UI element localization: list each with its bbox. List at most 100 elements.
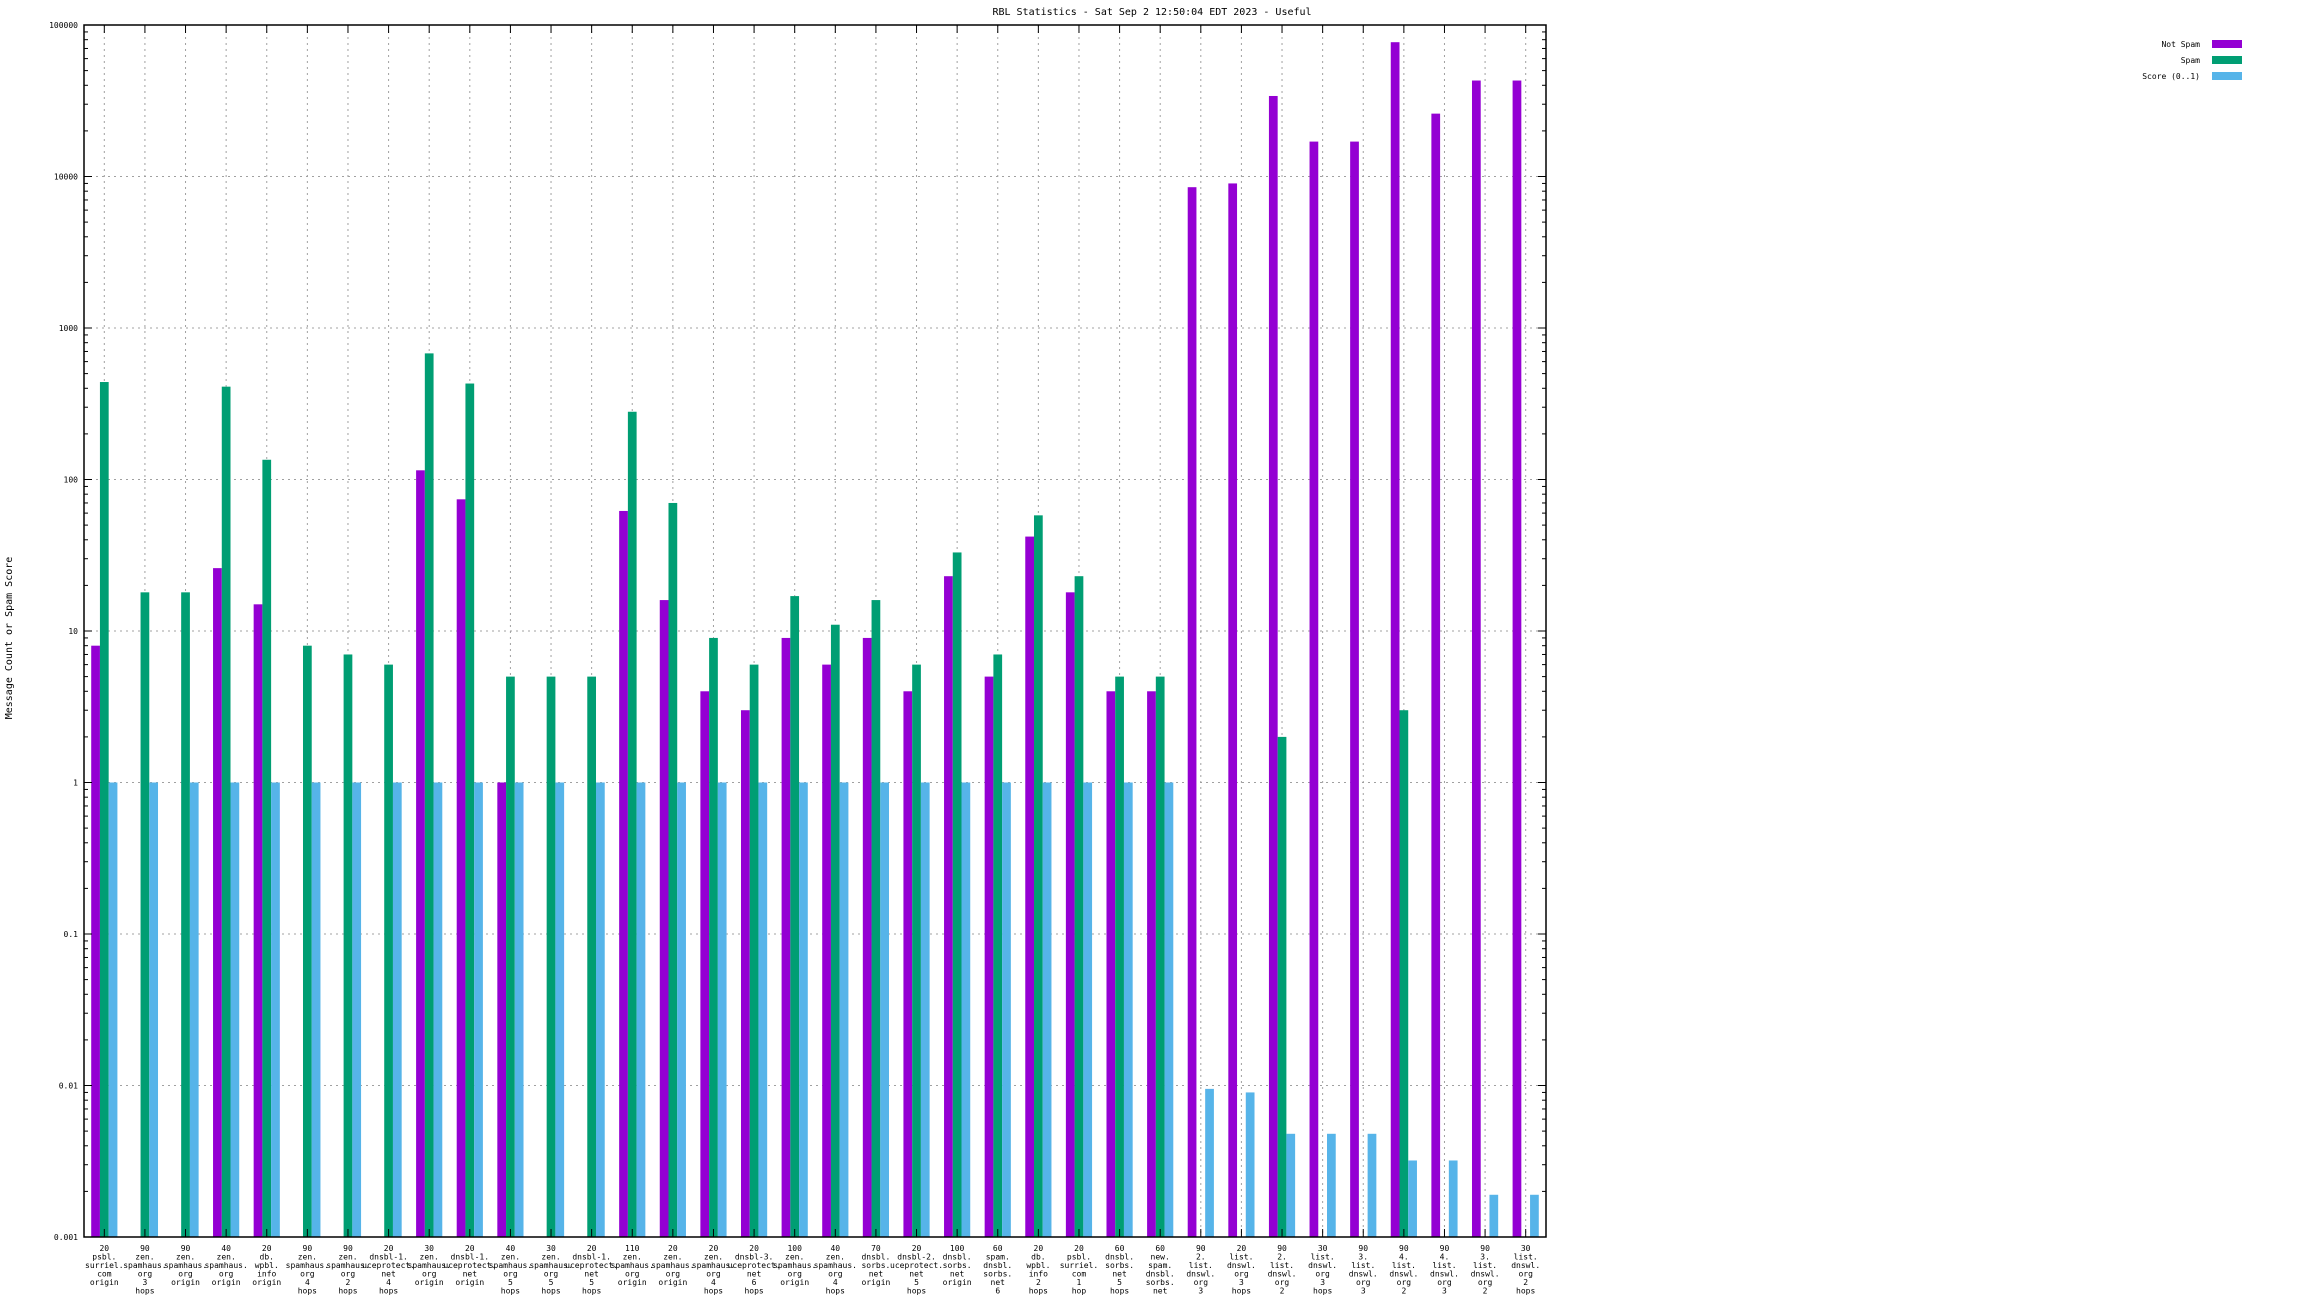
legend-label: Spam xyxy=(2181,56,2200,65)
y-axis-ticks: 0.001 0.01 0.1 1 10 100 1000 10000 100000 xyxy=(49,21,1546,1242)
bar-score-0-1 xyxy=(474,782,483,1237)
x-tick-label: 20 dnsbl-2. uceprotect. net 5 hops xyxy=(890,1244,943,1296)
bar-score-0-1 xyxy=(108,782,118,1237)
y-tick-label: 0.1 xyxy=(64,930,79,939)
x-tick-label: 90 zen. spamhaus. org 4 hops xyxy=(286,1244,329,1296)
bar-score-0-1 xyxy=(352,782,362,1237)
bar-not-spam xyxy=(1187,187,1197,1238)
x-tick-label: 20 psbl. surriel. com origin xyxy=(85,1244,124,1287)
y-axis-label: Message Count or Spam Score xyxy=(4,557,15,720)
bar-spam xyxy=(790,596,800,1237)
x-tick-label: 90 zen. spamhaus. org 3 hops xyxy=(123,1244,166,1296)
x-tick-label: 20 zen. spamhaus. org 4 hops xyxy=(692,1244,735,1296)
bar-score-0-1 xyxy=(555,782,565,1237)
x-tick-label: 100 zen. spamhaus. org origin xyxy=(773,1244,816,1287)
x-tick-label: 20 db. wpbl. info origin xyxy=(252,1244,281,1287)
bar-spam xyxy=(424,353,434,1238)
bar-score-0-1 xyxy=(1489,1194,1499,1237)
bar-spam xyxy=(912,664,921,1237)
bar-score-0-1 xyxy=(758,782,768,1237)
bar-not-spam xyxy=(700,691,710,1237)
bar-spam xyxy=(952,552,962,1237)
bar-score-0-1 xyxy=(1245,1092,1255,1237)
bar-spam xyxy=(343,654,353,1237)
bar-not-spam xyxy=(944,576,953,1237)
x-tick-label: 20 zen. spamhaus. org origin xyxy=(651,1244,694,1287)
bar-score-0-1 xyxy=(1205,1088,1214,1237)
bar-not-spam xyxy=(659,600,669,1237)
bar-not-spam xyxy=(781,637,791,1237)
legend-swatch xyxy=(2212,40,2242,48)
bar-not-spam xyxy=(1431,113,1441,1237)
y-tick-label: 1 xyxy=(73,779,78,788)
bar-not-spam xyxy=(740,710,750,1237)
bar-spam xyxy=(830,624,840,1237)
y-tick-label: 0.01 xyxy=(59,1082,78,1091)
x-tick-label: 90 zen. spamhaus. org origin xyxy=(164,1244,207,1287)
bar-score-0-1 xyxy=(271,782,280,1237)
legend-swatch xyxy=(2212,72,2242,80)
bar-not-spam xyxy=(619,510,628,1238)
bar-not-spam xyxy=(497,782,507,1237)
bar-score-0-1 xyxy=(514,782,524,1237)
legend-swatch xyxy=(2212,56,2242,64)
bar-spam xyxy=(465,383,475,1237)
bar-score-0-1 xyxy=(920,782,930,1237)
x-tick-label: 40 zen. spamhaus. org 5 hops xyxy=(489,1244,532,1296)
bar-not-spam xyxy=(1390,42,1400,1237)
bar-spam xyxy=(709,637,718,1237)
bar-spam xyxy=(1155,676,1165,1237)
x-tick-label: 20 dnsbl-3. uceprotect. net 6 hops xyxy=(728,1244,781,1296)
y-tick-label: 0.001 xyxy=(54,1233,78,1242)
bar-score-0-1 xyxy=(1327,1133,1336,1237)
x-tick-label: 100 dnsbl. sorbs. net origin xyxy=(943,1244,972,1287)
bar-score-0-1 xyxy=(1083,782,1093,1237)
bar-score-0-1 xyxy=(839,782,849,1237)
bar-score-0-1 xyxy=(880,782,890,1237)
x-tick-label: 60 dnsbl. sorbs. net 5 hops xyxy=(1105,1244,1134,1296)
bar-score-0-1 xyxy=(230,782,240,1237)
bar-score-0-1 xyxy=(636,782,646,1237)
x-tick-label: 70 dnsbl. sorbs. net origin xyxy=(861,1244,890,1287)
bar-spam xyxy=(1033,515,1043,1237)
bar-not-spam xyxy=(1268,95,1278,1237)
bar-score-0-1 xyxy=(1042,782,1052,1237)
bar-not-spam xyxy=(1106,691,1116,1237)
bar-score-0-1 xyxy=(189,782,199,1237)
bar-score-0-1 xyxy=(392,782,402,1237)
bar-spam xyxy=(181,592,190,1237)
bar-spam xyxy=(668,502,678,1237)
bar-not-spam xyxy=(416,470,425,1237)
bar-score-0-1 xyxy=(1286,1133,1296,1237)
bar-not-spam xyxy=(1512,80,1522,1237)
x-tick-label: 20 dnsbl-1. uceprotect. net 4 hops xyxy=(362,1244,415,1296)
legend: Not Spam Spam Score (0..1) xyxy=(2142,40,2242,81)
chart-title: RBL Statistics - Sat Sep 2 12:50:04 EDT … xyxy=(992,7,1311,18)
bar-score-0-1 xyxy=(149,782,159,1237)
bar-not-spam xyxy=(253,604,263,1237)
bar-score-0-1 xyxy=(1002,782,1011,1237)
bar-score-0-1 xyxy=(961,782,971,1237)
y-tick-label: 1000 xyxy=(59,324,78,333)
y-tick-label: 100000 xyxy=(49,21,78,30)
bar-spam xyxy=(1074,576,1084,1237)
bar-score-0-1 xyxy=(1448,1160,1458,1237)
x-tick-label: 110 zen. spamhaus. org origin xyxy=(611,1244,654,1287)
x-tick-label: 20 psbl. surriel. com 1 hop xyxy=(1060,1244,1099,1296)
bar-spam xyxy=(221,386,231,1238)
bar-not-spam xyxy=(1147,691,1156,1237)
x-tick-label: 30 zen. spamhaus. org 5 hops xyxy=(529,1244,572,1296)
bar-spam xyxy=(993,654,1003,1237)
bar-spam xyxy=(546,676,556,1237)
bar-not-spam xyxy=(1309,141,1319,1237)
bar-not-spam xyxy=(91,645,100,1237)
bar-spam xyxy=(506,676,515,1237)
bar-spam xyxy=(302,645,312,1237)
bar-spam xyxy=(587,676,597,1237)
bar-not-spam xyxy=(1228,183,1238,1238)
